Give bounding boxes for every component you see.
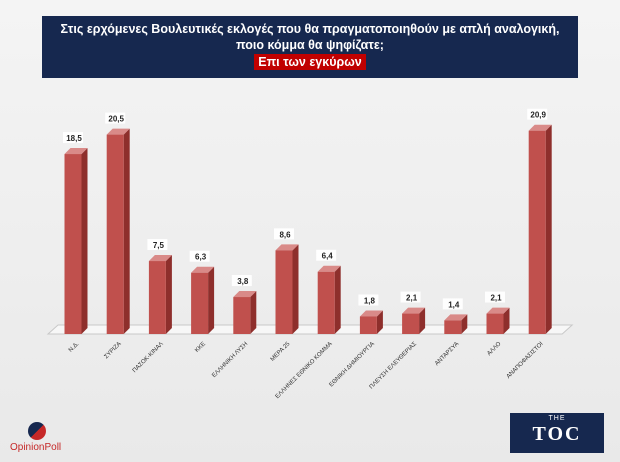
bar-side [376,310,383,334]
bar [106,134,124,334]
data-label-bg [147,239,168,251]
bar-top [444,314,468,321]
bar [317,271,335,334]
chart-title-line-1: Στις ερχόμενες Βουλευτικές εκλογές που θ… [60,22,560,36]
bar [444,320,462,334]
x-tick-label: ΠΛΕΥΣΗ ΕΛΕΥΘΕΡΙΑΣ [369,341,419,391]
data-label: 20,9 [530,111,546,120]
x-tick-label: ΠΑΣΟΚ-ΚΙΝΑΛ [132,341,165,374]
bar-top [402,307,426,314]
bar-side [123,128,130,334]
data-label: 1,8 [364,296,376,305]
data-label: 3,8 [237,277,249,286]
the-toc-logo: THE TOC [510,413,604,453]
bar-top [275,244,299,251]
the-toc-logo-big: TOC [532,423,582,445]
bar-top [233,291,257,298]
opinionpoll-logo-icon [28,422,46,440]
data-label: 2,1 [490,294,502,303]
x-tick-label: ΜΕΡΑ 25 [270,341,292,363]
bar-top [191,266,215,273]
bar [359,316,377,334]
data-label: 6,4 [322,252,334,261]
bar [275,250,293,334]
bar-side [208,266,215,334]
x-tick-label: ΣΥΡΙΖΑ [103,341,122,360]
bar [528,130,546,334]
bar-side [165,255,172,334]
bar-side [334,265,341,334]
data-label-bg [63,132,83,144]
bar-top [528,124,552,131]
bar [233,297,251,334]
data-label-bg [189,250,210,262]
data-label-bg [105,112,126,124]
bar-side [503,307,510,334]
x-tick-label: Ν.Δ. [68,341,81,354]
data-label: 1,4 [448,300,460,309]
x-tick-label: ΑΝΑΠΟΦΑΣΙΣΤΟΙ [506,341,545,380]
data-label: 18,5 [66,134,82,143]
data-label-bg [358,294,379,306]
bar-top [486,307,510,314]
opinionpoll-logo-text: OpinionPoll [10,442,62,453]
data-label-bg [442,298,463,310]
chart-title-box: Στις ερχόμενες Βουλευτικές εκλογές που θ… [42,16,578,78]
data-label-bg [274,228,294,240]
x-tick-label: ΑΝΤΑΡΣΥΑ [434,341,460,367]
chart-floor [46,324,574,335]
bar-side [292,244,299,334]
bar-top [359,310,383,317]
bar [486,313,504,334]
bar-side [461,314,468,334]
data-label: 2,1 [406,294,418,303]
bar [402,313,420,334]
data-label-bg [400,291,421,303]
x-tick-label: ΕΘΝΙΚΗ ΔΗΜΙΟΥΡΓΙΑ [329,341,376,388]
bar-top [317,265,341,272]
bar-side [545,124,552,334]
data-label: 20,5 [108,115,124,124]
data-label: 8,6 [279,230,291,239]
x-tick-label: ΚΚΕ [194,341,207,354]
bar-top [106,128,130,135]
bar [191,272,209,334]
data-label: 6,3 [195,253,207,262]
bar-side [81,148,88,334]
chart-title-line-2: ποιο κόμμα θα ψηφίζατε; [236,38,384,52]
bar-side [250,291,257,334]
bar-side [419,307,426,334]
the-toc-logo-small: THE [548,415,566,422]
bar-top [148,255,172,262]
opinionpoll-logo: OpinionPoll [10,422,90,456]
x-tick-label: ΕΛΛΗΝΙΚΗ ΛΥΣΗ [211,341,249,379]
data-label: 7,5 [153,241,165,250]
bar [148,261,166,334]
data-label-bg [485,291,505,303]
data-label-bg [316,249,337,261]
data-label-bg [527,108,548,120]
bar [64,154,82,334]
data-label-bg [231,275,252,287]
x-tick-label: ΑΛΛΟ [486,341,502,357]
bar-top [64,148,88,155]
chart-subtitle: Επι των εγκύρων [254,54,366,70]
